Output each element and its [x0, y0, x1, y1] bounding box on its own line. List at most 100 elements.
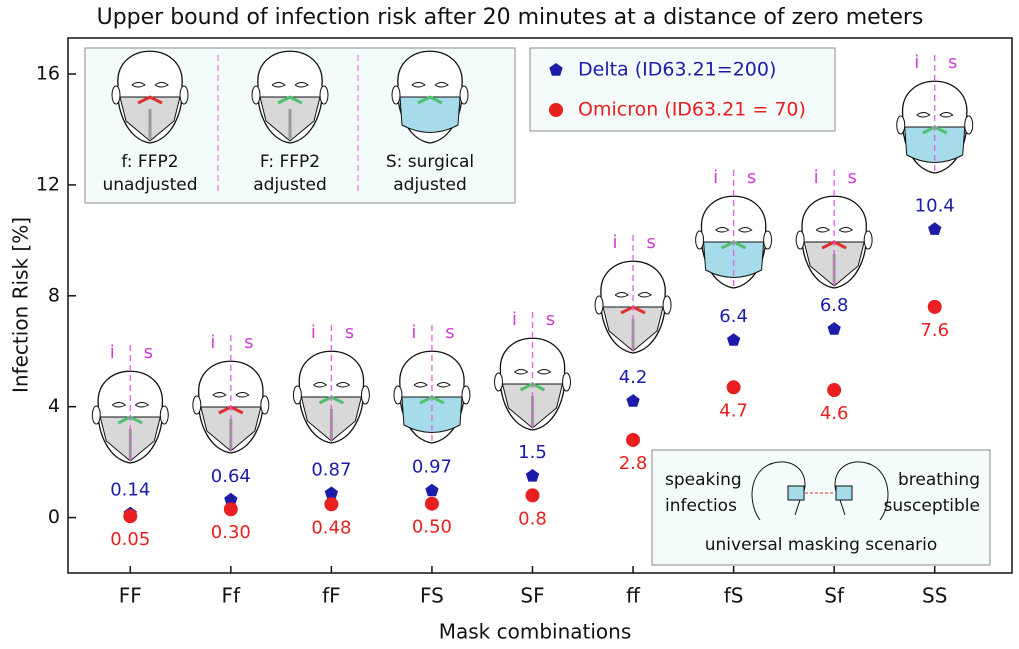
legend-marker	[549, 103, 563, 117]
key-label: unadjusted	[102, 175, 197, 195]
ear	[393, 385, 403, 405]
scenario-caption: universal masking scenario	[705, 535, 938, 555]
face-label: s	[646, 232, 655, 253]
eyes	[131, 82, 169, 88]
value-label: 0.14	[110, 480, 150, 501]
point	[928, 222, 942, 235]
value-label: 0.8	[518, 508, 547, 529]
eyes	[411, 82, 449, 88]
ear	[461, 385, 471, 405]
scenario-text: breathing	[898, 470, 980, 490]
value-label: 6.8	[820, 295, 849, 316]
ear	[763, 230, 773, 250]
profile-right	[834, 461, 889, 521]
ear	[192, 395, 202, 415]
x-axis-label: Mask combinations	[439, 620, 632, 644]
key-label: adjusted	[393, 175, 466, 195]
ear	[662, 295, 672, 315]
face-label: i	[411, 322, 416, 343]
y-tick-label: 4	[48, 395, 60, 417]
point	[224, 492, 238, 506]
point	[827, 322, 841, 335]
value-label: 0.05	[110, 529, 150, 550]
value-label: 7.6	[920, 320, 949, 341]
value-label: 0.87	[311, 459, 351, 480]
key-label: S: surgical	[386, 152, 474, 172]
mask-left	[787, 485, 805, 501]
value-label: 4.6	[820, 403, 849, 424]
ear	[695, 230, 705, 250]
face-label: i	[613, 232, 618, 253]
value-label: 2.8	[619, 453, 648, 474]
nose-clip	[277, 95, 303, 105]
eyes	[916, 112, 954, 118]
ear	[863, 230, 873, 250]
face-label: i	[311, 322, 316, 343]
ear	[391, 85, 401, 105]
profile-left	[751, 461, 806, 521]
y-tick-label: 0	[48, 506, 60, 528]
point	[525, 488, 540, 503]
ear	[260, 395, 270, 415]
y-tick-label: 12	[36, 173, 60, 195]
eyes	[212, 392, 250, 398]
ear	[91, 405, 101, 425]
ear	[964, 115, 974, 135]
face-label: s	[546, 309, 555, 330]
value-label: 0.48	[311, 517, 351, 538]
x-tick-label: FF	[119, 584, 142, 608]
key-label: f: FFP2	[121, 152, 178, 172]
ear	[159, 405, 169, 425]
eyes	[413, 382, 451, 388]
value-label: 0.97	[412, 457, 452, 478]
point	[324, 486, 338, 500]
y-tick-label: 8	[48, 284, 60, 306]
value-label: 0.50	[412, 517, 452, 538]
x-tick-label: fS	[724, 584, 744, 608]
eyes	[715, 227, 753, 233]
x-tick-label: ff	[626, 584, 641, 608]
point	[626, 432, 641, 447]
ear	[896, 115, 906, 135]
nose-clip	[137, 95, 163, 105]
x-tick-label: FS	[420, 584, 444, 608]
face-label: s	[847, 167, 856, 188]
value-label: 10.4	[915, 195, 955, 216]
point	[324, 497, 339, 512]
chart-title: Upper bound of infection risk after 20 m…	[97, 5, 924, 30]
x-tick-label: SF	[520, 584, 544, 608]
face-label: i	[210, 332, 215, 353]
point	[727, 333, 741, 346]
ear	[292, 385, 302, 405]
plot-frame	[67, 37, 1013, 574]
eyes	[614, 292, 652, 298]
ear	[319, 85, 329, 105]
scenario-text: susceptible	[884, 496, 980, 516]
value-label: 6.4	[719, 306, 748, 327]
eyes	[815, 227, 854, 233]
ear	[179, 85, 189, 105]
ear	[594, 295, 604, 315]
key-label: F: FFP2	[260, 152, 320, 172]
value-label: 0.30	[211, 522, 251, 543]
ear	[494, 372, 503, 392]
face-label: s	[948, 52, 957, 73]
face-label: s	[244, 332, 253, 353]
face-label: i	[110, 342, 115, 363]
point	[827, 383, 842, 398]
face-label: s	[345, 322, 354, 343]
point	[726, 380, 741, 395]
value-label: 4.7	[719, 400, 748, 421]
point	[223, 502, 238, 517]
face-label: s	[445, 322, 454, 343]
legend-label: Omicron (ID63.21 = 70)	[578, 99, 806, 121]
legend-marker	[549, 63, 563, 76]
legend-label: Delta (ID63.21=200)	[578, 59, 776, 81]
scenario-text: infectios	[665, 496, 737, 516]
nose-clip	[417, 95, 443, 105]
face-label: i	[914, 52, 919, 73]
point	[927, 299, 942, 314]
scenario-box	[651, 449, 991, 566]
scenario-text: speaking	[665, 470, 742, 490]
